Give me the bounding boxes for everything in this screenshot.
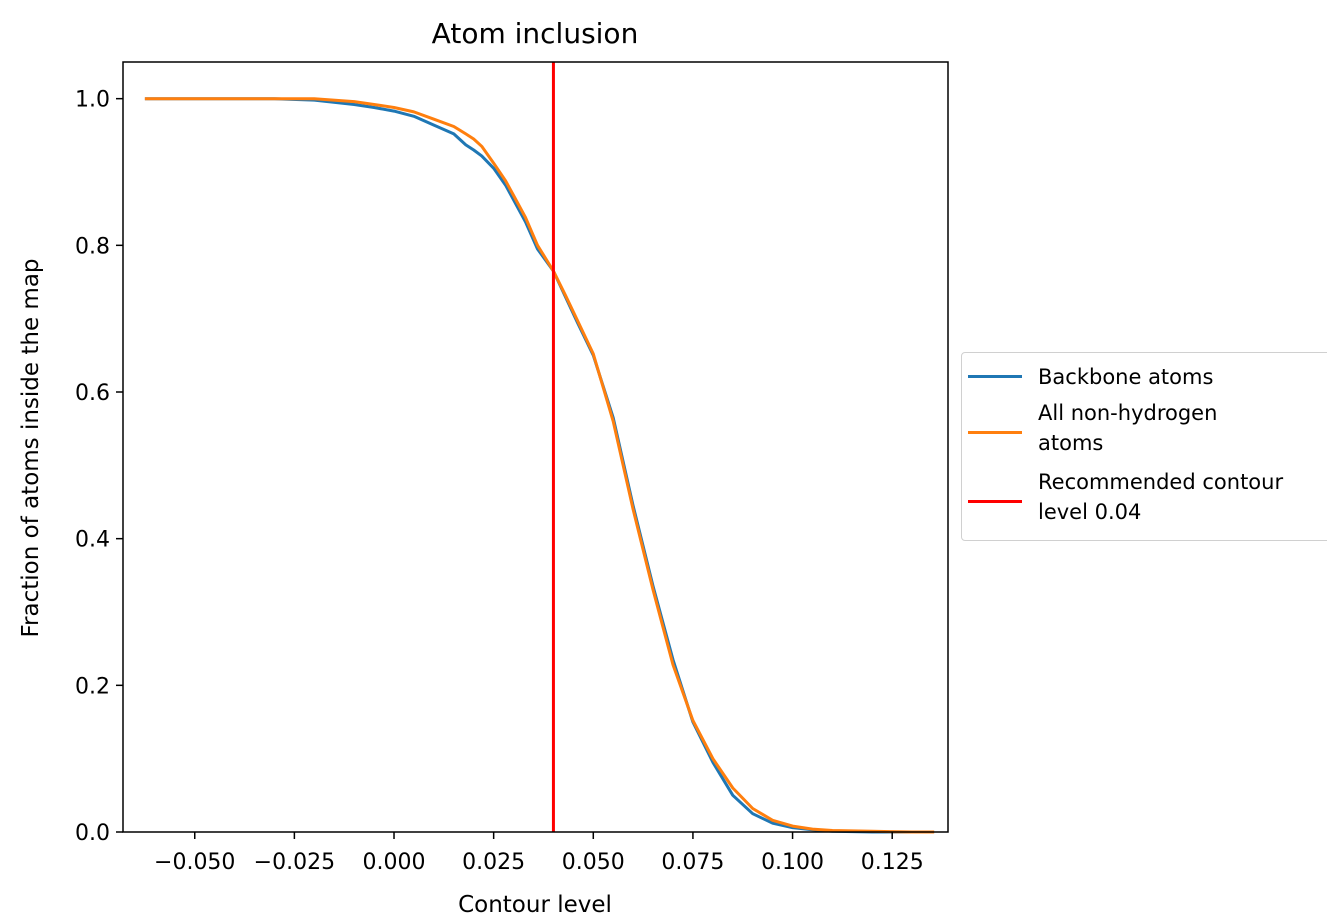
x-tick-label: 0.100 bbox=[761, 850, 824, 875]
plot-area bbox=[144, 62, 935, 834]
plot-frame bbox=[122, 61, 949, 833]
legend-swatch-non-hydrogen bbox=[968, 431, 1022, 434]
chart-title: Atom inclusion bbox=[432, 17, 639, 50]
y-axis-label: Fraction of atoms inside the map bbox=[18, 258, 44, 637]
y-tick-label: 0.8 bbox=[75, 234, 110, 259]
x-tick-label: −0.050 bbox=[154, 850, 235, 875]
x-tick-label: 0.125 bbox=[861, 850, 924, 875]
y-tick-label: 0.4 bbox=[75, 528, 110, 553]
x-tick-label: −0.025 bbox=[254, 850, 335, 875]
backbone-atoms-line bbox=[144, 97, 935, 834]
x-tick-label: 0.025 bbox=[462, 850, 525, 875]
legend-swatch-recommended bbox=[968, 500, 1022, 503]
legend-label-recommended: Recommended contour level 0.04 bbox=[1038, 470, 1284, 524]
y-tick-label: 0.2 bbox=[75, 674, 110, 699]
x-tick-label: 0.000 bbox=[363, 850, 426, 875]
legend-label-backbone: Backbone atoms bbox=[1038, 365, 1214, 389]
y-tick-label: 0.0 bbox=[75, 821, 110, 846]
legend-swatch-backbone bbox=[968, 375, 1022, 378]
non-hydrogen-atoms-line bbox=[144, 97, 935, 834]
y-tick-label: 1.0 bbox=[75, 88, 110, 113]
y-tick-label: 0.6 bbox=[75, 381, 110, 406]
legend: Backbone atoms All non-hydrogen atoms Re… bbox=[961, 352, 1327, 541]
x-tick-label: 0.075 bbox=[661, 850, 724, 875]
legend-label-non-hydrogen: All non-hydrogen atoms bbox=[1038, 401, 1218, 455]
x-tick-label: 0.050 bbox=[562, 850, 625, 875]
x-axis-label: Contour level bbox=[458, 892, 612, 918]
